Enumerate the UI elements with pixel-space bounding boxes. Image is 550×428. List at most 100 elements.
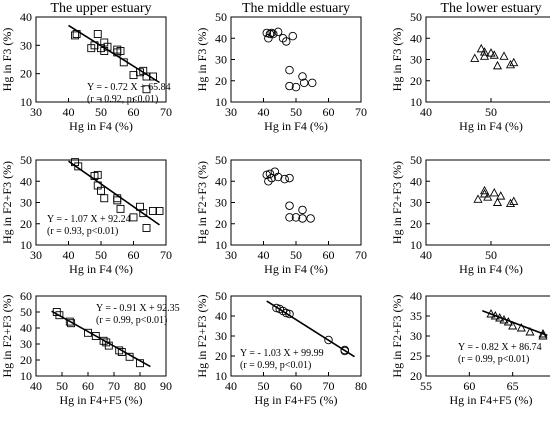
data-point xyxy=(486,48,496,57)
data-point xyxy=(298,205,307,215)
data-point xyxy=(93,170,102,179)
data-point xyxy=(84,328,92,337)
y-axis-label: Hg in F3 (%) xyxy=(390,28,404,92)
x-tick-label: 70 xyxy=(323,379,335,393)
x-tick-label: 40 xyxy=(420,248,432,262)
x-tick-label: 40 xyxy=(258,248,270,262)
x-tick-label: 70 xyxy=(355,105,367,119)
y-tick-label: 50 xyxy=(215,153,227,167)
data-point xyxy=(90,41,99,50)
data-point xyxy=(99,336,108,345)
y-axis-label: Hg in F2+F3 (%) xyxy=(0,161,14,244)
x-tick-label: 60 xyxy=(323,248,335,262)
data-point xyxy=(282,308,291,318)
data-point xyxy=(91,332,100,340)
data-point xyxy=(496,191,506,200)
y-tick-label: 50 xyxy=(20,305,32,319)
data-point xyxy=(505,59,516,69)
y-tick-label: 20 xyxy=(20,353,32,367)
data-point xyxy=(288,31,298,41)
data-point xyxy=(291,82,301,92)
y-axis-label: Hg in F2+F3 (%) xyxy=(390,294,404,377)
y-tick-label: 20 xyxy=(410,369,422,383)
data-point xyxy=(324,335,333,345)
data-point xyxy=(117,348,126,356)
y-tick-label: 30 xyxy=(20,337,32,351)
regression-line xyxy=(68,160,160,226)
y-tick-label: 10 xyxy=(20,369,32,383)
plot-frame xyxy=(230,159,362,246)
x-tick-label: 50 xyxy=(258,379,270,393)
y-tick-label: 30 xyxy=(215,53,227,67)
x-tick-label: 60 xyxy=(128,248,140,262)
x-tick-label: 80 xyxy=(134,379,146,393)
x-axis-label: Hg in F4 (%) xyxy=(459,119,523,133)
data-point xyxy=(499,51,509,60)
data-point xyxy=(483,192,493,201)
x-tick-label: 50 xyxy=(290,105,302,119)
y-tick-label: 50 xyxy=(215,10,227,24)
data-point xyxy=(486,309,496,318)
x-tick-label: 50 xyxy=(485,105,497,119)
data-point xyxy=(103,42,112,51)
x-axis-label: Hg in F4 (%) xyxy=(459,262,523,276)
data-point xyxy=(479,51,490,60)
panel-title: The upper estuary xyxy=(50,1,151,16)
y-tick-label: 40 xyxy=(20,321,32,335)
panel-r3c3: 556065702025303540Hg in F4+F5 (%)Hg in F… xyxy=(390,289,550,407)
x-tick-label: 65 xyxy=(507,379,519,393)
regression-stats: (r = 0.99, p<0.01) xyxy=(458,354,529,365)
data-point xyxy=(299,78,309,88)
data-point xyxy=(119,58,128,67)
x-tick-label: 50 xyxy=(56,379,68,393)
y-tick-label: 25 xyxy=(410,349,422,363)
data-point xyxy=(470,53,480,62)
y-tick-label: 10 xyxy=(20,238,32,252)
regression-equation: Y = - 0.91 X + 92.35 xyxy=(96,303,180,314)
data-point xyxy=(71,31,79,40)
regression-stats: (r = 0.99, p<0.01) xyxy=(240,360,311,371)
x-tick-label: 30 xyxy=(225,105,237,119)
y-tick-label: 50 xyxy=(410,153,422,167)
x-axis-label: Hg in F4 (%) xyxy=(69,262,133,276)
data-point xyxy=(509,196,519,205)
x-tick-label: 60 xyxy=(323,105,335,119)
y-axis-label: Hg in F2+F3 (%) xyxy=(0,294,14,377)
y-tick-label: 10 xyxy=(410,95,422,109)
x-tick-label: 40 xyxy=(225,379,237,393)
data-point xyxy=(538,331,548,340)
data-point xyxy=(505,198,516,208)
data-point xyxy=(116,204,125,213)
data-point xyxy=(473,194,483,203)
data-point xyxy=(508,321,518,330)
x-tick-label: 55 xyxy=(420,379,432,393)
data-point xyxy=(479,47,490,56)
y-tick-label: 30 xyxy=(410,329,422,343)
y-tick-label: 50 xyxy=(20,153,32,167)
regression-stats: (r = 0.93, p<0.01) xyxy=(47,226,118,237)
data-point xyxy=(129,71,138,80)
data-point xyxy=(273,27,283,37)
regression-stats: (r = 0.92, p<0.01) xyxy=(87,94,158,105)
data-point xyxy=(492,197,503,206)
x-axis-label: Hg in F4 (%) xyxy=(264,262,328,276)
data-point xyxy=(116,47,125,55)
data-point xyxy=(55,311,64,320)
x-tick-label: 60 xyxy=(128,105,140,119)
y-tick-label: 50 xyxy=(410,10,422,24)
data-point xyxy=(503,317,513,326)
data-point xyxy=(285,81,294,91)
panel-title: The lower estuary xyxy=(440,1,541,16)
x-tick-label: 40 xyxy=(420,105,432,119)
data-point xyxy=(476,43,486,53)
data-point xyxy=(285,201,294,210)
data-point xyxy=(490,311,500,320)
data-point xyxy=(273,172,283,182)
data-point xyxy=(265,29,275,39)
data-point xyxy=(67,319,76,328)
y-tick-label: 10 xyxy=(20,95,32,109)
y-tick-label: 10 xyxy=(215,369,227,383)
